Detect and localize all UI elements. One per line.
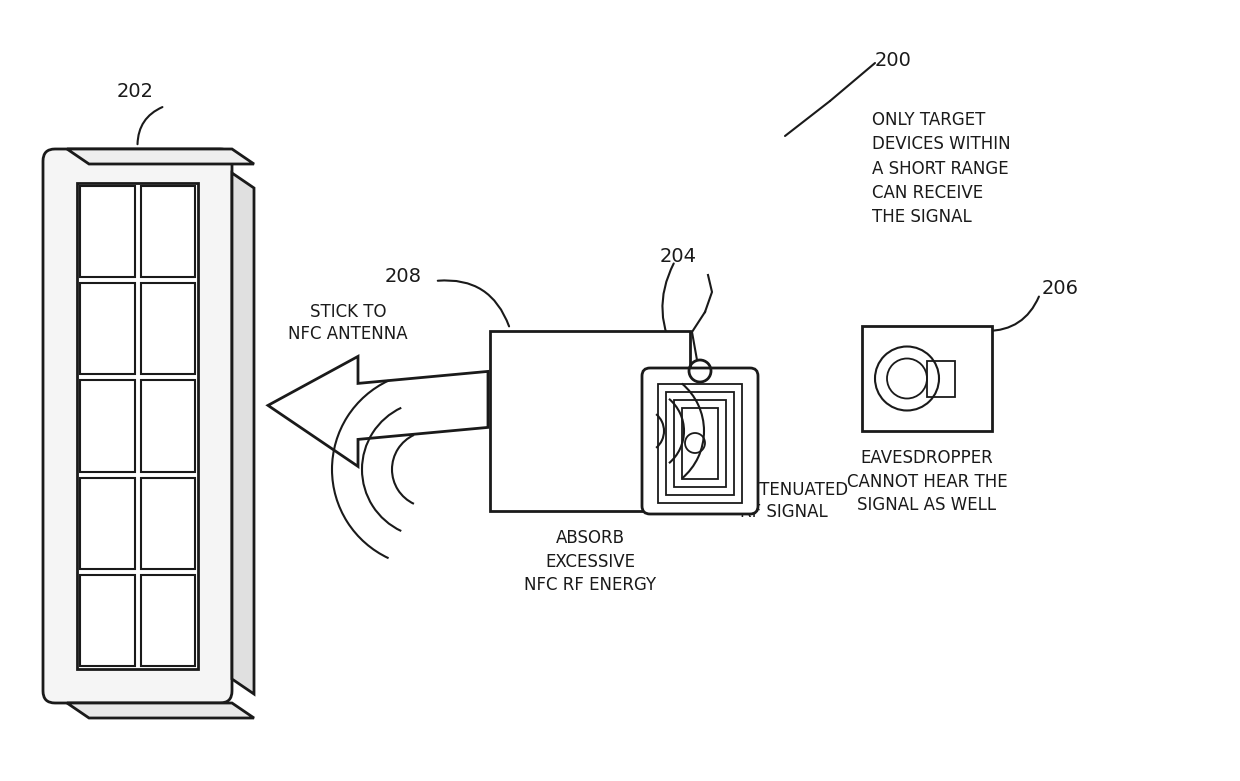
Polygon shape [67, 149, 254, 164]
Polygon shape [862, 326, 992, 431]
FancyBboxPatch shape [642, 368, 758, 514]
Text: ABSORB
EXCESSIVE
NFC RF ENERGY: ABSORB EXCESSIVE NFC RF ENERGY [525, 529, 656, 594]
Text: STICK TO
NFC ANTENNA: STICK TO NFC ANTENNA [288, 303, 408, 344]
Polygon shape [232, 173, 254, 694]
Text: ATTENUATED
RF SIGNAL: ATTENUATED RF SIGNAL [740, 481, 849, 521]
Polygon shape [268, 356, 489, 466]
Text: ONLY TARGET
DEVICES WITHIN
A SHORT RANGE
CAN RECEIVE
THE SIGNAL: ONLY TARGET DEVICES WITHIN A SHORT RANGE… [872, 111, 1011, 226]
Text: 202: 202 [117, 82, 154, 101]
Text: 200: 200 [875, 52, 911, 70]
Text: 206: 206 [1042, 279, 1079, 298]
Text: NFC
TRANSMISSION
POWER
CONTROLLER: NFC TRANSMISSION POWER CONTROLLER [522, 366, 658, 459]
FancyBboxPatch shape [43, 149, 232, 703]
Text: 208: 208 [384, 266, 422, 286]
FancyBboxPatch shape [77, 183, 198, 669]
Text: 204: 204 [660, 247, 697, 266]
Polygon shape [490, 331, 689, 511]
Polygon shape [67, 703, 254, 718]
Text: EAVESDROPPER
CANNOT HEAR THE
SIGNAL AS WELL: EAVESDROPPER CANNOT HEAR THE SIGNAL AS W… [847, 449, 1007, 514]
